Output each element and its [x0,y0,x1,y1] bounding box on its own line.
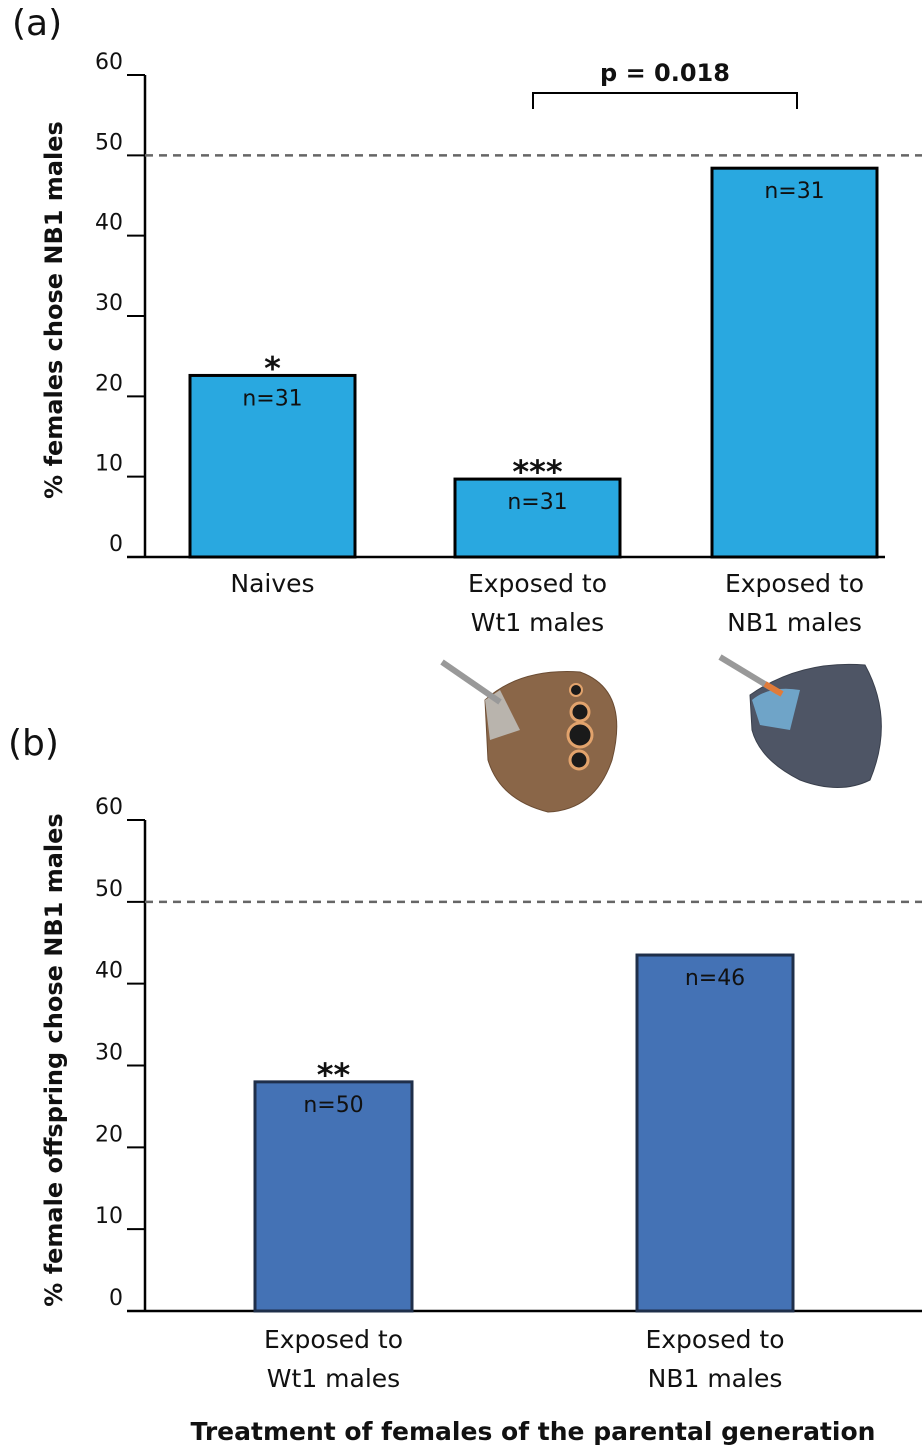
y-axis-label: % female offspring chose NB1 males [40,813,68,1306]
x-axis-label: Treatment of females of the parental gen… [191,1417,876,1446]
significance-label: ** [317,1056,351,1094]
y-tick-label: 10 [95,452,123,477]
y-tick-label: 0 [109,1286,123,1311]
y-tick-label: 60 [95,50,123,75]
y-tick-label: 20 [95,1122,123,1147]
figure: (a) % females chose NB1 males 0 10 20 30 40 50 6… [0,0,922,1449]
y-tick-label: 20 [95,371,123,396]
y-tick-label: 40 [95,211,123,236]
butterfly-wing-wt1 [442,662,617,812]
butterfly-wing-nb1 [720,657,881,788]
sample-size-label: n=31 [507,490,567,515]
y-tick-label: 60 [95,795,123,820]
comparison-label: p = 0.018 [600,59,730,87]
x-tick-label: Naives [230,569,314,598]
y-axis-label: % females chose NB1 males [40,121,68,499]
sample-size-label: n=31 [764,179,824,204]
y-tick-label: 50 [95,877,123,902]
panel-label: (a) [12,3,62,44]
y-tick-label: 50 [95,130,123,155]
y-tick-label: 10 [95,1204,123,1229]
sample-size-label: n=31 [242,386,302,411]
significance-label: * [264,349,281,387]
y-tick-label: 30 [95,291,123,316]
panel-label: (b) [8,723,59,764]
y-tick-label: 40 [95,959,123,984]
significance-label: *** [512,453,562,491]
comparison-bracket [533,93,797,109]
bar [712,168,877,557]
y-tick-label: 30 [95,1041,123,1066]
sample-size-label: n=46 [685,966,745,991]
bar [637,955,793,1311]
y-tick-label: 0 [109,532,123,557]
sample-size-label: n=50 [303,1093,363,1118]
